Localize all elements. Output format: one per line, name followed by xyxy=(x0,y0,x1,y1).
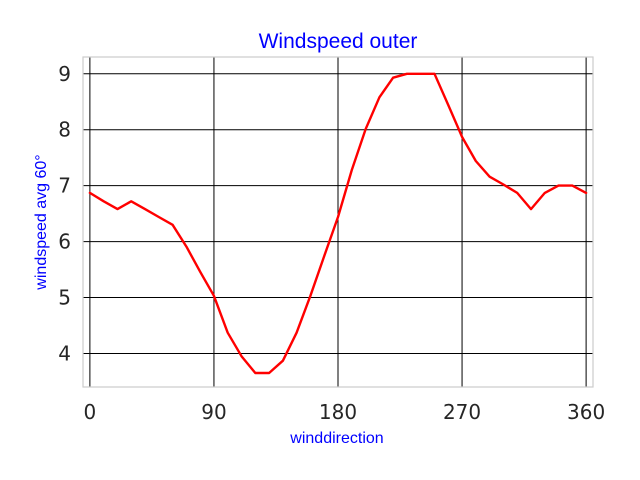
y-tick-label: 4 xyxy=(58,341,71,365)
x-tick-label: 270 xyxy=(443,400,481,424)
x-tick-label: 180 xyxy=(319,400,357,424)
x-tick-label: 90 xyxy=(201,400,226,424)
tick-labels: 0 90 180 270 360 4 5 6 7 8 9 xyxy=(58,62,605,424)
series-layer xyxy=(88,72,588,375)
y-tick-label: 8 xyxy=(58,118,71,142)
series-line xyxy=(88,72,588,375)
grid xyxy=(83,57,593,387)
x-axis-label: winddirection xyxy=(289,430,383,447)
y-axis-label: windspeed avg 60° xyxy=(33,154,50,290)
y-tick-label: 9 xyxy=(58,62,71,86)
x-tick-label: 0 xyxy=(84,400,97,424)
y-tick-label: 7 xyxy=(58,174,71,198)
x-tick-label: 360 xyxy=(567,400,605,424)
chart-title: Windspeed outer xyxy=(259,30,418,53)
y-tick-label: 5 xyxy=(58,286,71,310)
y-tick-label: 6 xyxy=(58,230,71,254)
plot-frame xyxy=(82,56,594,388)
